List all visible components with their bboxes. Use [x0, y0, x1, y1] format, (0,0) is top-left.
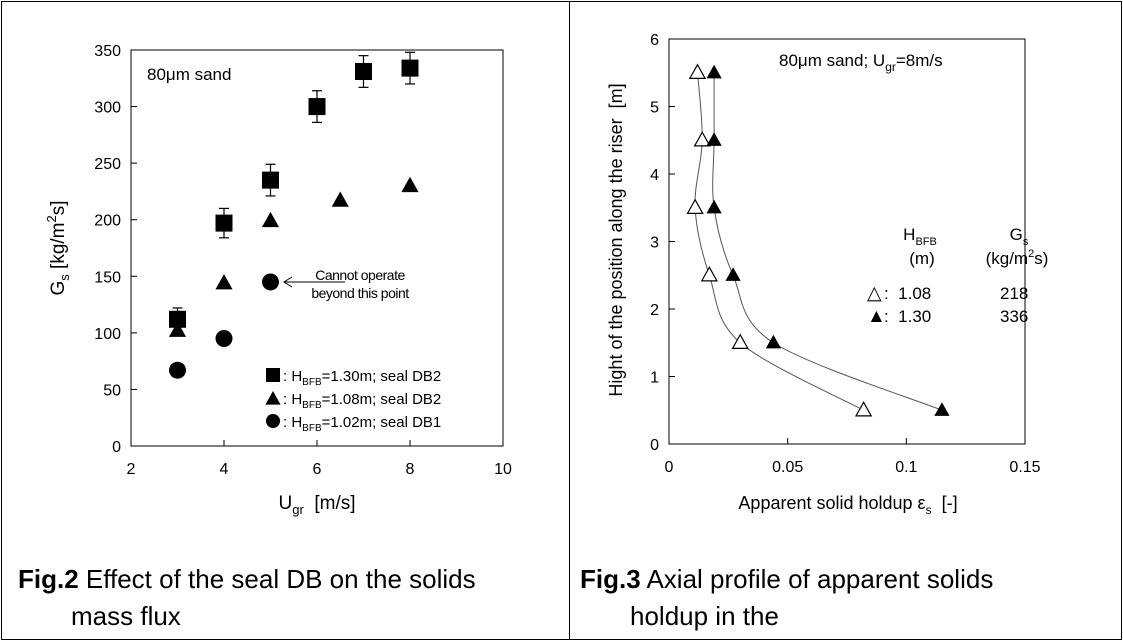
table-col2-head: Gs [1010, 225, 1029, 248]
data-point-open-triangle [731, 333, 749, 349]
data-point-square [401, 59, 419, 77]
x-axis-title-right: Apparent solid holdup εs [-] [738, 493, 957, 517]
y-axis-right: 0 1 2 3 4 5 6 [650, 32, 675, 454]
data-point-filled-triangle [725, 267, 741, 281]
y-tick-label-left: 100 [94, 326, 121, 343]
series-table: HBFB (m) Gs (kg/m2s) △ : 1.08 218 ▲ : 1.… [867, 225, 1048, 327]
data-point-triangle [261, 211, 280, 228]
table-row1-h: : 1.08 [884, 284, 931, 303]
y-tick-label-left: 0 [112, 439, 121, 456]
caption-right: Fig.3 Axial profile of apparent solids h… [580, 561, 1120, 635]
y-axis-title-right: Hight of the position along the riser [m… [606, 83, 626, 396]
data-point-filled-triangle [706, 132, 722, 146]
data-point-open-triangle [693, 131, 711, 147]
legend-marker-circle [266, 414, 280, 428]
x-tick-label-right: 0.1 [895, 459, 917, 476]
panel-divider [569, 1, 570, 640]
annotation-text-2: beyond this point [311, 285, 409, 301]
y-tick-label-right: 3 [650, 235, 659, 252]
caption-right-label: Fig.3 [580, 564, 641, 594]
legend-marker-square [266, 368, 280, 382]
x-tick-label-right: 0.05 [772, 459, 803, 476]
data-point-square [355, 62, 372, 80]
x-axis-left: 2 4 6 8 10 [127, 440, 512, 478]
y-tick-label-left: 250 [94, 156, 121, 173]
data-point-open-triangle [686, 198, 704, 214]
table-col1-unit: (m) [909, 249, 934, 268]
data-point-square [215, 214, 233, 232]
table-row2-h: : 1.30 [884, 307, 931, 326]
data-point-circle [169, 361, 186, 379]
table-row2-g: 336 [1000, 307, 1028, 326]
chart-left: 0 50 100 150 200 250 300 350 2 4 6 8 10 80μm sand G… [44, 43, 512, 517]
data-point-filled-triangle [934, 402, 950, 416]
legend-label: : HBFB=1.08m; seal DB2 [283, 391, 441, 411]
y-tick-label-right: 1 [650, 370, 659, 387]
annotation-text: Cannot operate [315, 267, 405, 283]
inset-label-right: 80μm sand; Ugr=8m/s [779, 51, 943, 74]
table-row1-symbol: △ [867, 283, 882, 304]
data-point-circle [262, 273, 279, 291]
caption-left-label: Fig.2 [18, 564, 79, 594]
y-tick-label-right: 4 [650, 167, 659, 184]
y-tick-label-right: 2 [650, 302, 659, 319]
caption-left-text-2: mass flux [71, 601, 181, 631]
series-line [694, 72, 864, 411]
x-tick-label-left: 8 [406, 461, 415, 478]
x-axis-title-left: Ugr [m/s] [278, 493, 355, 517]
data-point-triangle [168, 321, 187, 337]
x-tick-label-right: 0.15 [1009, 459, 1040, 476]
caption-right-text-2: holdup in the [630, 601, 779, 631]
y-tick-label-left: 150 [94, 269, 121, 286]
data-marks-left [168, 51, 419, 379]
caption-left: Fig.2 Effect of the seal DB on the solid… [18, 561, 563, 635]
x-tick-label-left: 6 [313, 461, 322, 478]
y-tick-label-left: 300 [94, 100, 121, 117]
data-point-square [308, 98, 326, 116]
x-tick-label-left: 10 [494, 461, 512, 478]
x-axis-right: 0 0.05 0.1 0.15 [665, 438, 1041, 476]
chart-right: 0 1 2 3 4 5 6 0 0.05 0.1 0.15 80μm sand; Ugr=8m/s… [606, 32, 1048, 517]
inset-label-left: 80μm sand [147, 65, 231, 84]
y-tick-label-right: 0 [650, 437, 659, 454]
legend-left: : HBFB=1.30m; seal DB2 : HBFB=1.08m; seal… [265, 368, 441, 434]
data-point-filled-triangle [706, 64, 722, 79]
table-row1-g: 218 [1000, 284, 1028, 303]
caption-left-text: Effect of the seal DB on the solids [78, 564, 476, 594]
data-point-triangle [215, 274, 233, 290]
table-row2-symbol: ▲ [867, 306, 886, 327]
table-col2-unit: (kg/m2s) [986, 248, 1049, 268]
y-tick-label-left: 200 [94, 213, 121, 230]
plot-area-right [668, 38, 1026, 445]
data-point-filled-triangle [765, 334, 782, 349]
data-point-open-triangle [688, 63, 707, 79]
data-marks-right [686, 63, 950, 417]
y-tick-label-right: 6 [650, 32, 659, 49]
y-tick-label-left: 350 [94, 43, 121, 60]
data-point-triangle [401, 176, 419, 193]
annotation-arrow [283, 276, 345, 288]
y-axis-title-left: Gs [kg/m2s] [44, 200, 72, 295]
y-axis-left: 0 50 100 150 200 250 300 350 [94, 43, 137, 456]
y-tick-label-left: 50 [103, 382, 121, 399]
data-point-open-triangle [700, 266, 718, 282]
data-point-triangle [331, 191, 349, 207]
legend-label: : HBFB=1.30m; seal DB2 [283, 368, 441, 388]
legend-label: : HBFB=1.02m; seal DB1 [283, 414, 441, 434]
x-tick-label-left: 2 [127, 461, 136, 478]
table-col1-head: HBFB [903, 225, 937, 248]
x-tick-label-left: 4 [220, 461, 229, 478]
arrow-head [283, 276, 293, 288]
data-point-square [169, 310, 186, 328]
data-point-open-triangle [854, 401, 873, 417]
caption-right-text: Axial profile of apparent solids [640, 564, 994, 594]
data-point-square [262, 171, 279, 189]
legend-marker-triangle [265, 391, 281, 405]
data-point-circle [215, 330, 233, 348]
y-tick-label-right: 5 [650, 100, 659, 117]
data-point-filled-triangle [706, 199, 722, 214]
x-tick-label-right: 0 [665, 459, 674, 476]
